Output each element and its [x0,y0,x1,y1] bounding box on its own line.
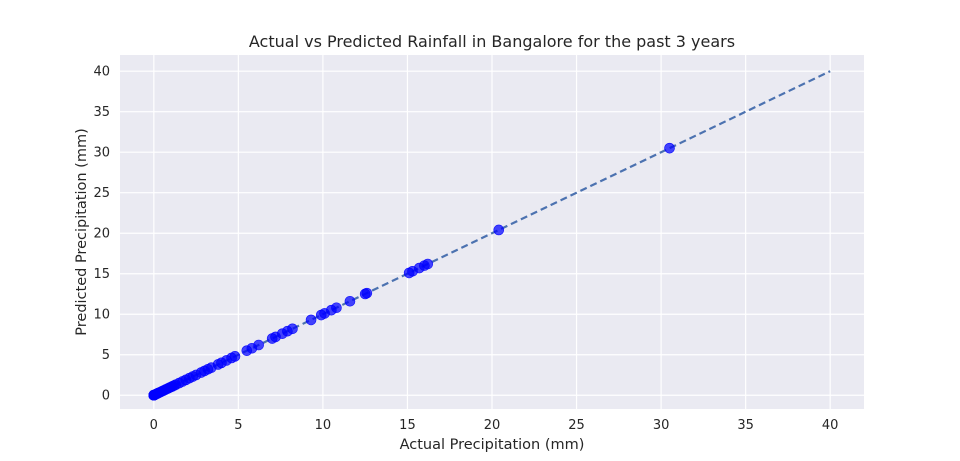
y-tick-label: 0 [102,389,110,404]
y-tick-label: 35 [93,105,110,120]
data-point [253,339,264,351]
x-axis-label: Actual Precipitation (mm) [400,437,585,453]
y-tick-label: 5 [102,348,110,363]
chart-title: Actual vs Predicted Rainfall in Bangalor… [249,32,735,51]
x-tick-label: 5 [234,418,242,433]
y-tick-label: 25 [93,186,110,201]
y-tick-label: 10 [93,308,110,323]
x-tick-labels: 0 5 10 15 20 25 30 35 40 [150,418,839,433]
data-point [361,287,373,299]
data-point [422,258,434,270]
data-point [493,224,505,236]
data-point [229,351,241,362]
y-tick-labels: 0 5 10 15 20 25 30 35 40 [93,65,110,404]
x-tick-label: 15 [399,418,416,433]
x-tick-label: 0 [150,418,158,433]
y-tick-label: 40 [93,65,110,80]
x-tick-label: 40 [822,418,839,433]
x-tick-label: 10 [315,418,332,433]
data-point [344,295,356,307]
y-axis-label: Predicted Precipitation (mm) [74,128,90,335]
data-point [331,302,342,314]
y-tick-label: 15 [93,267,110,282]
y-tick-label: 20 [93,227,110,242]
reference-line-group [153,70,831,397]
data-points [148,142,675,401]
data-point [305,314,317,326]
data-point [287,323,298,335]
data-point [664,142,675,154]
x-tick-label: 35 [737,418,754,433]
reference-line [153,70,831,397]
x-tick-label: 25 [568,418,585,433]
x-tick-label: 20 [484,418,501,433]
y-tick-label: 30 [93,146,110,161]
x-tick-label: 30 [653,418,670,433]
